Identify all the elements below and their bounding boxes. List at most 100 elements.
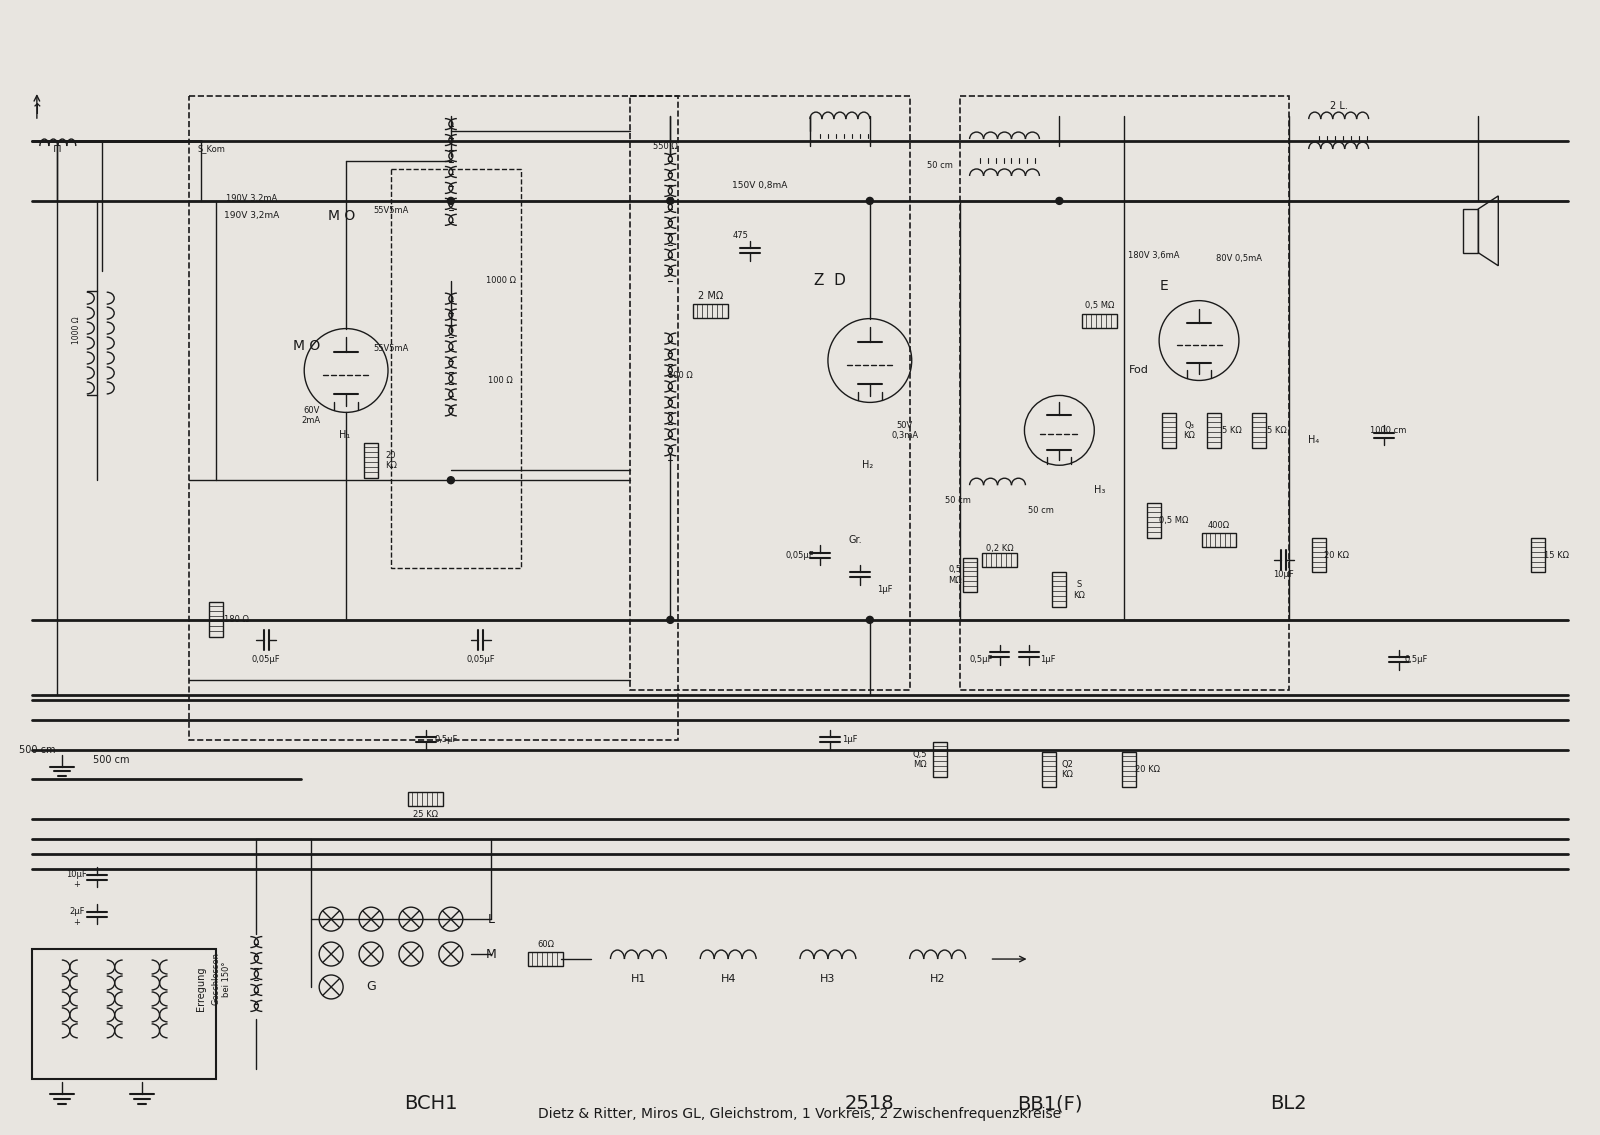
Text: 550 Ω: 550 Ω (653, 142, 678, 151)
Text: ⊓: ⊓ (53, 144, 61, 154)
Text: 1μF: 1μF (877, 586, 893, 595)
Text: M O: M O (328, 209, 355, 222)
Bar (963, 557, 976, 592)
Bar (1162, 413, 1176, 448)
Text: 0,5 MΩ: 0,5 MΩ (1085, 301, 1114, 310)
Text: BCH1: BCH1 (405, 1094, 458, 1113)
Text: 50V
0,3mA: 50V 0,3mA (891, 421, 918, 440)
Text: 100 Ω: 100 Ω (667, 371, 693, 380)
Bar (1043, 753, 1056, 787)
Bar (1206, 413, 1221, 448)
Text: H3: H3 (821, 974, 835, 984)
Bar (1531, 538, 1546, 572)
Text: 500 cm: 500 cm (19, 745, 54, 755)
Text: 475: 475 (733, 232, 749, 241)
Text: 180 Ω: 180 Ω (224, 615, 250, 624)
Text: 2μF
+: 2μF + (69, 908, 85, 927)
Text: H₃: H₃ (1093, 485, 1106, 495)
Bar (189, 96, 678, 740)
Text: S
KΩ: S KΩ (1074, 580, 1085, 599)
Text: 55V5mA: 55V5mA (373, 344, 408, 353)
Bar (365, 443, 378, 478)
Text: G: G (366, 981, 376, 993)
Text: 20
KΩ: 20 KΩ (386, 451, 397, 470)
Circle shape (866, 197, 874, 204)
Text: 1000 Ω: 1000 Ω (486, 276, 515, 285)
Text: BL2: BL2 (1270, 1094, 1307, 1113)
Bar (1312, 538, 1326, 572)
Text: H4: H4 (720, 974, 736, 984)
Text: 0,5μF: 0,5μF (434, 735, 458, 745)
Text: H₂: H₂ (862, 461, 874, 470)
Text: Geschlossen
bei 150°: Geschlossen bei 150° (211, 952, 230, 1006)
Text: M O: M O (293, 338, 320, 353)
Text: 190V 3,2mA: 190V 3,2mA (224, 211, 278, 220)
Text: H1: H1 (630, 974, 646, 984)
Text: 0,05μF: 0,05μF (786, 550, 814, 560)
Text: 150V 0,8mA: 150V 0,8mA (733, 182, 787, 191)
Circle shape (1056, 197, 1062, 204)
Text: 60V
2mA: 60V 2mA (302, 405, 320, 426)
Text: Fod: Fod (1130, 365, 1149, 376)
Text: 2518: 2518 (845, 1094, 894, 1113)
Bar (1122, 753, 1136, 787)
Bar (693, 304, 728, 318)
Text: 5 KΩ: 5 KΩ (1222, 426, 1242, 435)
Text: 0,5μF: 0,5μF (1405, 655, 1429, 664)
Text: 180V 3,6mA: 180V 3,6mA (1128, 251, 1179, 260)
Circle shape (667, 616, 674, 623)
Bar (210, 603, 224, 638)
Text: S_Kom: S_Kom (197, 144, 226, 153)
Text: Q₃
KΩ: Q₃ KΩ (1182, 421, 1195, 440)
Bar (1147, 503, 1162, 538)
Circle shape (448, 197, 454, 204)
Bar (960, 96, 1290, 690)
Bar (408, 792, 443, 806)
Bar (1082, 313, 1117, 328)
Circle shape (667, 197, 674, 204)
Text: 50 cm: 50 cm (1029, 505, 1054, 514)
Text: 190V 3,2mA: 190V 3,2mA (226, 194, 277, 203)
Bar (630, 96, 910, 690)
Text: 10μF
+: 10μF + (66, 869, 86, 889)
Text: 20 KΩ: 20 KΩ (1325, 550, 1349, 560)
Text: BB1(F): BB1(F) (1016, 1094, 1082, 1113)
Text: 80V 0,5mA: 80V 0,5mA (1216, 254, 1262, 263)
Text: Q,5
MΩ: Q,5 MΩ (912, 750, 926, 770)
Text: 20 KΩ: 20 KΩ (1134, 765, 1160, 774)
Bar (1251, 413, 1266, 448)
Text: 25 KΩ: 25 KΩ (413, 810, 438, 818)
Text: 100 Ω: 100 Ω (488, 376, 514, 385)
Text: Z  D: Z D (814, 274, 846, 288)
Text: 500 cm: 500 cm (93, 755, 130, 765)
Bar (933, 742, 947, 777)
Bar (1053, 572, 1066, 607)
Text: 1μF: 1μF (1040, 655, 1054, 664)
Bar (1464, 209, 1478, 253)
Text: L: L (488, 913, 494, 926)
Text: 2 L.: 2 L. (1330, 101, 1347, 111)
Text: 0,2 KΩ: 0,2 KΩ (986, 544, 1013, 553)
Text: 0,5 MΩ: 0,5 MΩ (1160, 515, 1189, 524)
Circle shape (448, 477, 454, 484)
Text: 50 cm: 50 cm (944, 496, 971, 505)
Text: E: E (1160, 279, 1168, 293)
Text: 15 KΩ: 15 KΩ (1544, 550, 1568, 560)
Text: H₄: H₄ (1309, 436, 1320, 445)
Text: H₁: H₁ (339, 430, 350, 440)
Bar (982, 553, 1018, 568)
Text: 5 KΩ: 5 KΩ (1267, 426, 1286, 435)
Text: ↑: ↑ (30, 102, 43, 117)
Text: Q2
KΩ: Q2 KΩ (1061, 759, 1074, 780)
Text: Dietz & Ritter, Miros GL, Gleichstrom, 1 Vorkreis, 2 Zwischenfrequenzkreise: Dietz & Ritter, Miros GL, Gleichstrom, 1… (539, 1107, 1061, 1120)
Circle shape (866, 616, 874, 623)
Bar (32, 949, 216, 1078)
Text: Gr.: Gr. (848, 535, 862, 545)
Bar (1202, 533, 1237, 547)
Text: H2: H2 (930, 974, 946, 984)
Text: 1000 Ω: 1000 Ω (72, 317, 82, 344)
Text: 0,05μF: 0,05μF (467, 655, 494, 664)
Text: 50 cm: 50 cm (926, 161, 952, 170)
Bar (528, 952, 563, 966)
Text: 1μF: 1μF (842, 735, 858, 745)
